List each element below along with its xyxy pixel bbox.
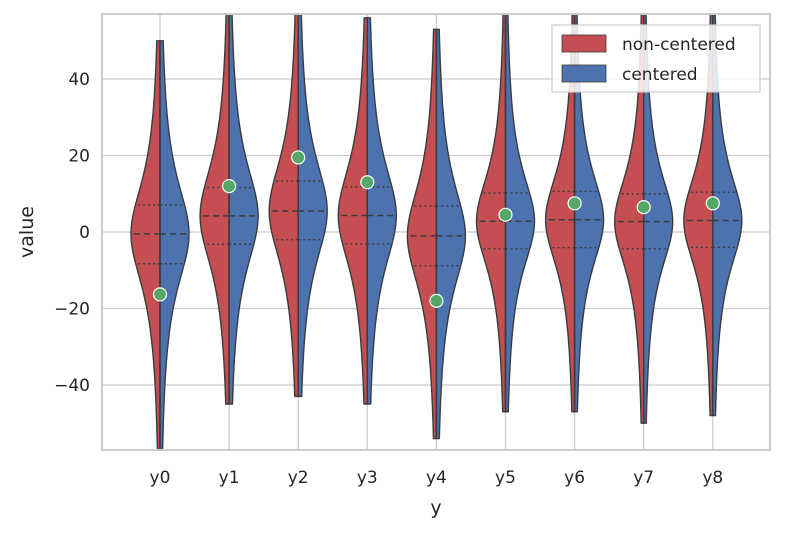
data-point [222, 179, 237, 194]
legend-label-non-centered: non-centered [622, 35, 736, 55]
data-point [498, 207, 513, 222]
legend-swatch-non-centered [561, 34, 607, 53]
violin-half-left [475, 13, 507, 413]
violin-half-left [337, 17, 368, 405]
violin-half-left [268, 13, 299, 398]
y-axis-label: value [16, 206, 38, 258]
x-tick-label: y0 [150, 468, 171, 488]
data-point [567, 196, 582, 211]
y-tick-label: 0 [79, 223, 90, 243]
violins [130, 13, 743, 451]
x-axis-label: y [430, 497, 441, 519]
violin-half-left [199, 13, 230, 405]
x-axis-ticks: y0 y1 y2 y3 y4 y5 y6 y7 y8 [150, 468, 724, 488]
legend-label-centered: centered [622, 65, 698, 85]
legend-swatch-centered [561, 64, 607, 83]
violin-half-left [406, 28, 438, 440]
data-point [360, 175, 375, 190]
data-point [705, 196, 720, 211]
y-tick-label: 40 [68, 70, 90, 90]
violin-half-right [366, 17, 397, 405]
x-tick-label: y7 [633, 468, 654, 488]
x-tick-label: y5 [495, 468, 516, 488]
violin-half-right [159, 40, 190, 451]
y-axis-ticks: −40 −20 0 20 40 [54, 70, 90, 396]
x-tick-label: y4 [426, 468, 447, 488]
y-tick-label: 20 [68, 147, 90, 167]
y-tick-label: −40 [54, 376, 90, 396]
data-point [291, 150, 306, 165]
data-points [152, 150, 720, 308]
violin-half-right [228, 13, 259, 405]
x-tick-label: y6 [564, 468, 585, 488]
data-point [429, 293, 444, 308]
plot-frame [101, 13, 771, 451]
violin-half-left [130, 40, 161, 451]
x-tick-label: y3 [357, 468, 378, 488]
x-tick-label: y2 [288, 468, 309, 488]
x-tick-label: y1 [219, 468, 240, 488]
y-tick-label: −20 [54, 299, 90, 319]
violin-half-right [435, 28, 467, 440]
x-tick-label: y8 [702, 468, 723, 488]
data-point [152, 287, 168, 302]
violin-half-right [297, 13, 328, 398]
legend: non-centered centered [551, 24, 761, 93]
data-point [636, 200, 651, 215]
violin-half-right [504, 13, 536, 413]
